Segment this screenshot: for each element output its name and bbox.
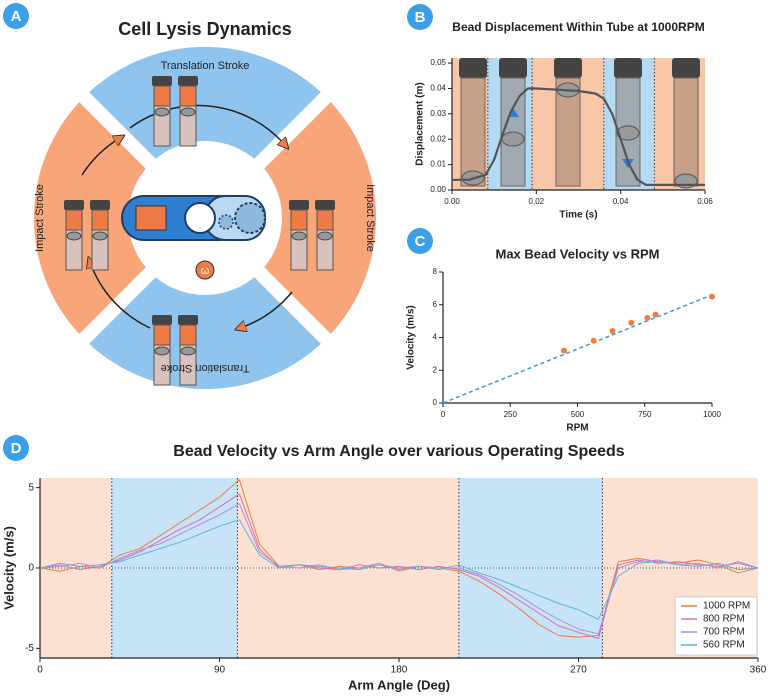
y-tick-label: 5 bbox=[28, 482, 34, 493]
y-tick-label: 8 bbox=[433, 267, 438, 276]
sector-top bbox=[69, 32, 341, 179]
y-tick-label: 0 bbox=[433, 398, 438, 407]
legend-label: 700 RPM bbox=[703, 627, 745, 638]
x-tick-label: 270 bbox=[570, 665, 587, 676]
y-tick-label: 0.03 bbox=[430, 109, 446, 118]
chart-title: Bead Velocity vs Arm Angle over various … bbox=[173, 443, 625, 460]
x-tick-label: 0 bbox=[441, 410, 446, 419]
y-axis-label: Velocity (m/s) bbox=[406, 305, 417, 369]
y-tick-label: 0.05 bbox=[430, 58, 446, 67]
x-tick-label: 750 bbox=[638, 410, 652, 419]
x-tick-label: 0.00 bbox=[444, 197, 460, 206]
panel-letter: D bbox=[11, 440, 22, 457]
cycle-arrow bbox=[240, 291, 293, 328]
region bbox=[458, 478, 603, 658]
y-tick-label: 0.01 bbox=[430, 160, 446, 169]
panel-letters: A B C D bbox=[3, 3, 433, 461]
y-tick-label: 4 bbox=[433, 333, 438, 342]
region bbox=[40, 478, 112, 658]
x-axis-label: Time (s) bbox=[559, 210, 597, 221]
line bbox=[452, 87, 705, 186]
point bbox=[709, 293, 715, 300]
point bbox=[609, 327, 616, 334]
y-tick-label: 0.02 bbox=[430, 134, 446, 143]
line bbox=[39, 503, 759, 635]
x-tick-label: 1000 bbox=[703, 410, 721, 419]
panel-letter: B bbox=[415, 9, 426, 26]
legend: 1000 RPM 800 RPM 700 RPM 560 RPM bbox=[674, 596, 758, 656]
cycle-diagram: Cell Lysis Dynamics Translation Stroke T… bbox=[19, 19, 391, 404]
chart-title: Max Bead Velocity vs RPM bbox=[495, 246, 659, 261]
panel-letter: A bbox=[11, 8, 22, 25]
stroke-label: Impact Stroke bbox=[34, 184, 46, 252]
curve-layer bbox=[452, 87, 705, 186]
point bbox=[561, 347, 568, 354]
y-tick-label: -5 bbox=[25, 643, 34, 654]
stroke-label: Impact Stroke bbox=[364, 184, 376, 252]
rotor bbox=[121, 166, 266, 280]
legend-label: 1000 RPM bbox=[703, 601, 750, 612]
line bbox=[39, 479, 759, 638]
x-tick-label: 500 bbox=[571, 410, 585, 419]
omega-label: ω bbox=[201, 265, 210, 277]
x-tick-label: 180 bbox=[391, 665, 408, 676]
cycle-arrow bbox=[90, 262, 151, 329]
x-axis-label: Arm Angle (Deg) bbox=[348, 677, 450, 692]
point bbox=[590, 337, 597, 344]
legend-label: 560 RPM bbox=[703, 640, 745, 651]
diagram-title: Cell Lysis Dynamics bbox=[118, 19, 291, 39]
chart-title: Bead Displacement Within Tube at 1000RPM bbox=[452, 20, 704, 34]
x-axis-label: RPM bbox=[566, 423, 588, 434]
point bbox=[652, 311, 659, 318]
stroke-label: Translation Stroke bbox=[161, 362, 250, 374]
legend-label: 800 RPM bbox=[703, 614, 745, 625]
line bbox=[39, 493, 759, 640]
line bbox=[39, 519, 759, 620]
x-tick-label: 0 bbox=[37, 665, 43, 676]
panel-letter: C bbox=[415, 233, 426, 250]
fit-line bbox=[442, 294, 713, 404]
region bbox=[237, 478, 459, 658]
cycle-arrow bbox=[81, 138, 120, 176]
x-tick-label: 0.06 bbox=[697, 197, 713, 206]
x-tick-label: 0.04 bbox=[613, 197, 629, 206]
sector-bottom bbox=[69, 257, 341, 404]
y-tick-label: 0 bbox=[28, 563, 34, 574]
point bbox=[628, 319, 635, 326]
y-tick-label: 6 bbox=[433, 300, 438, 309]
region bbox=[111, 478, 238, 658]
y-axis-label: Displacement (m) bbox=[415, 82, 426, 165]
x-tick-label: 250 bbox=[504, 410, 518, 419]
x-tick-label: 0.02 bbox=[529, 197, 545, 206]
chart: 0 2 4 6 8 0 250 500 750 1000 Max Bead Velocity vs … bbox=[406, 246, 722, 433]
y-tick-label: 0.00 bbox=[430, 185, 446, 194]
point bbox=[644, 314, 651, 321]
cycle-arrow bbox=[129, 104, 285, 145]
stroke-label: Translation Stroke bbox=[161, 60, 250, 72]
x-tick-label: 360 bbox=[750, 665, 767, 676]
y-axis-label: Velocity (m/s) bbox=[1, 526, 16, 610]
x-tick-label: 90 bbox=[214, 665, 226, 676]
y-tick-label: 2 bbox=[433, 365, 438, 374]
y-tick-label: 0.04 bbox=[430, 84, 446, 93]
